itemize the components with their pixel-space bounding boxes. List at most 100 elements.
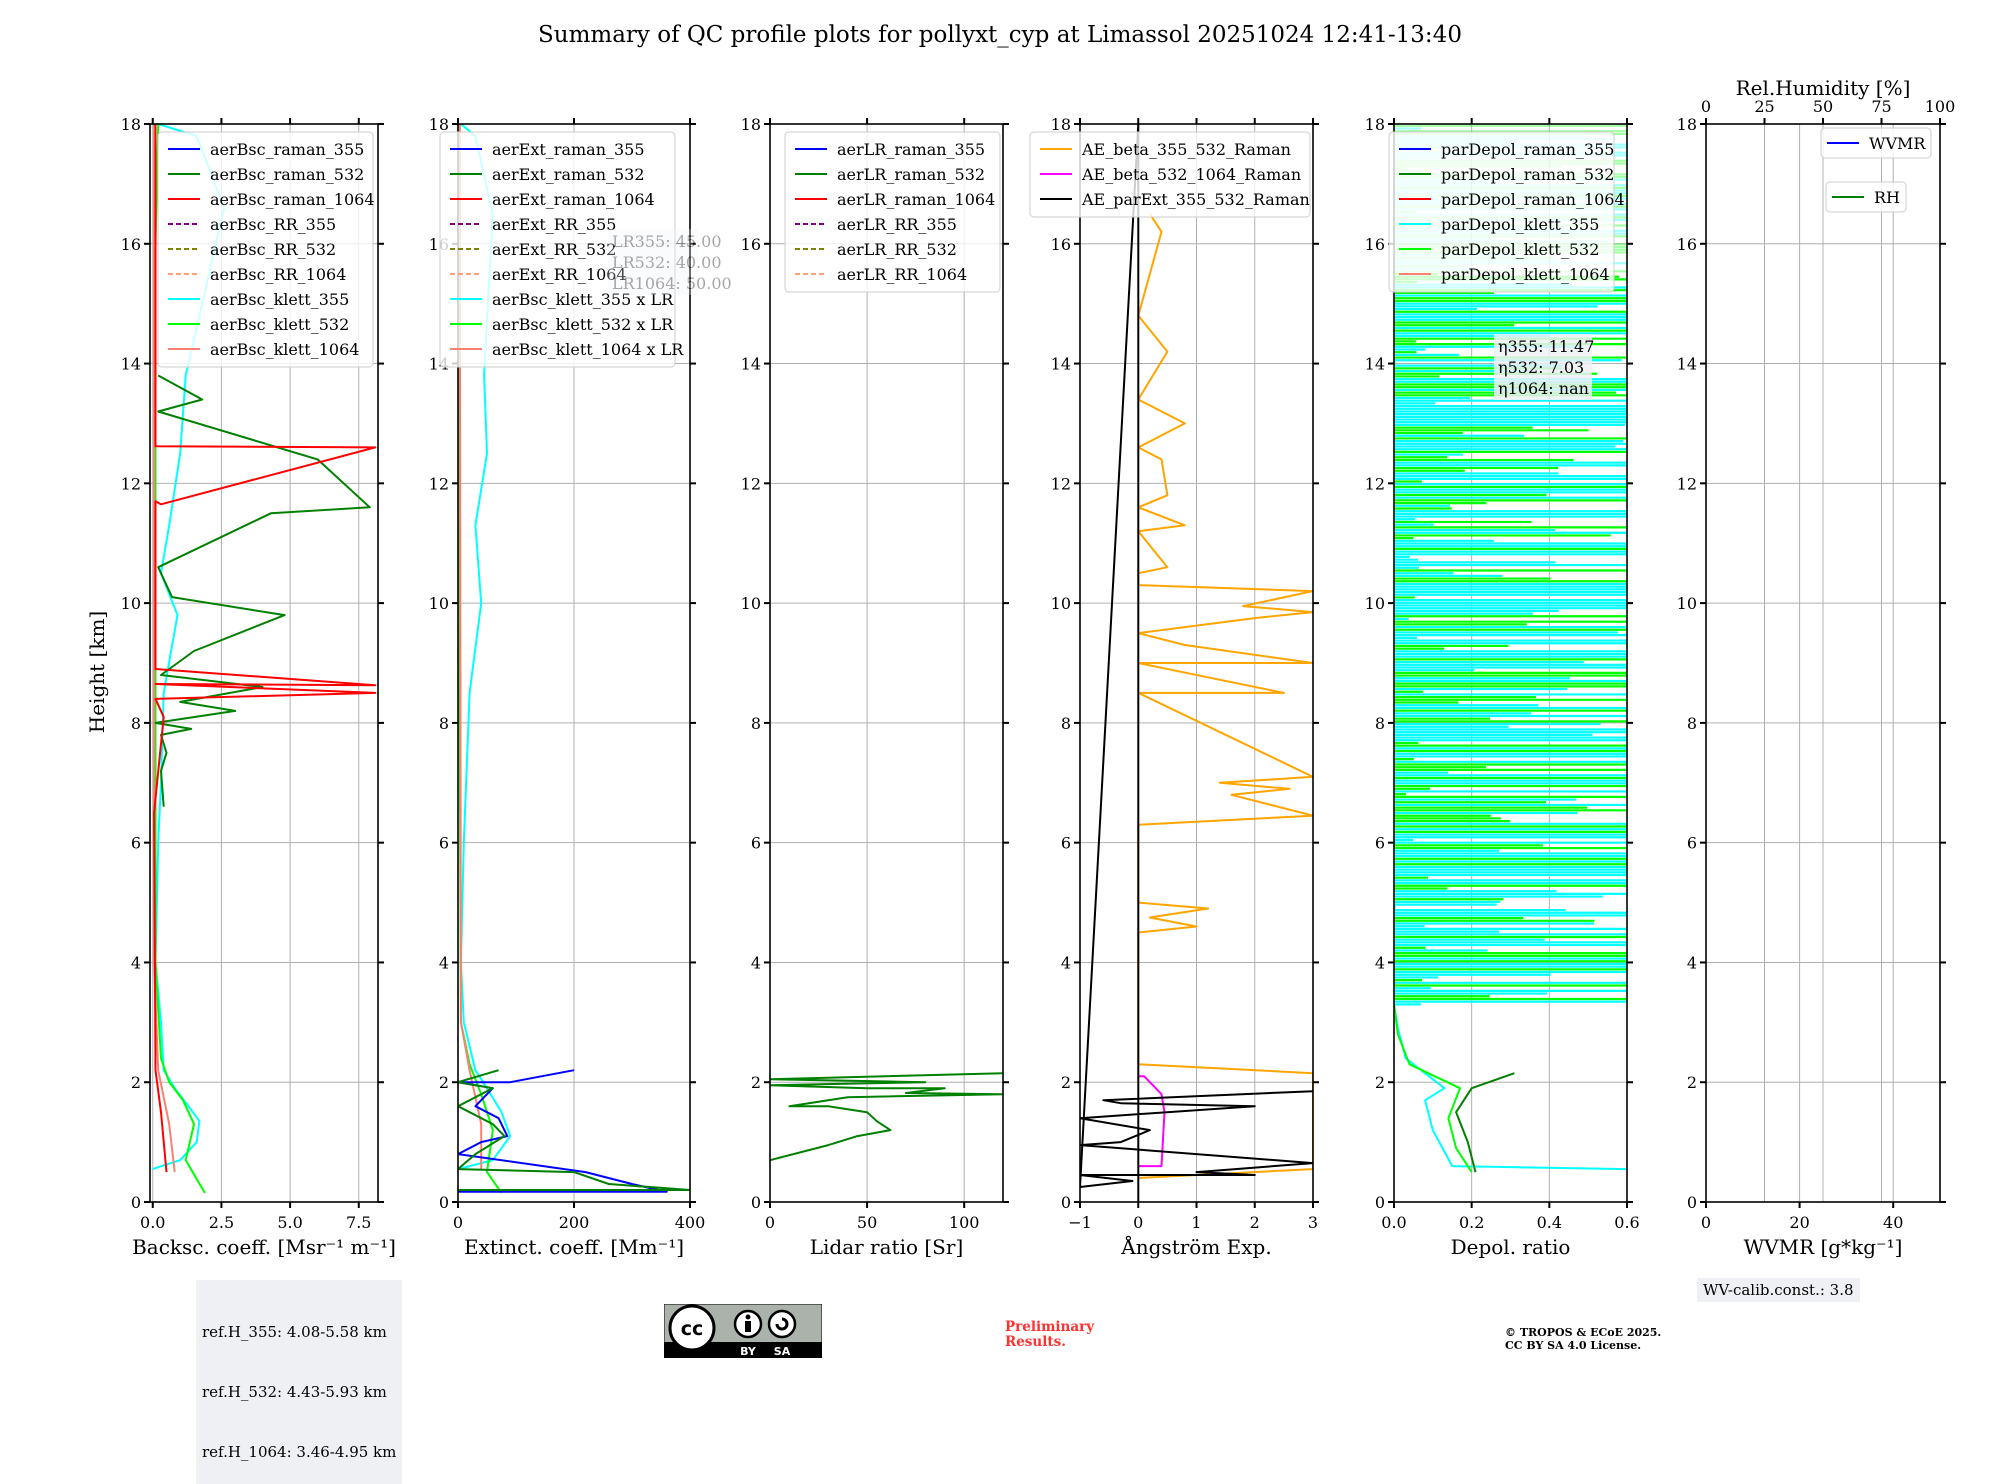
legend-WVMR: WVMR	[1820, 127, 1932, 159]
x-axis-label: Extinct. coeff. [Mm⁻¹]	[464, 1235, 684, 1259]
x-tick-label: 0.0	[140, 1213, 165, 1232]
annotation-box: η355: 11.47 η532: 7.03 η1064: nan	[1494, 334, 1594, 400]
y-tick-label: 4	[131, 953, 141, 972]
y-tick-label: 16	[1365, 235, 1385, 254]
plot-area	[152, 124, 377, 1194]
y-tick-label: 14	[121, 355, 141, 374]
series-parDepol_klett_532	[1394, 1004, 1473, 1173]
legend-label: aerLR_raman_1064	[837, 190, 995, 209]
x-tick-label-top: 50	[1813, 97, 1833, 116]
axes-frame	[769, 123, 1004, 1203]
y-tick-label: 10	[1365, 594, 1385, 613]
y-tick-label: 2	[1687, 1073, 1697, 1092]
x-tick-label: 5.0	[277, 1213, 302, 1232]
series-aerBsc_klett_1064 x LR	[458, 124, 483, 1170]
y-tick-label: 16	[121, 235, 141, 254]
legend-label: aerLR_RR_532	[837, 240, 957, 259]
y-tick-label: 6	[751, 834, 761, 853]
preliminary-line-1: Preliminary	[1005, 1319, 1095, 1335]
panel-bsc: 0 2 4 6 8 10 12 14 16 18 0.0 2.5 5.0 7.5 Backsc. coeff…	[121, 115, 396, 1259]
x-tick-label-top: 100	[1925, 97, 1956, 116]
y-tick-label: 4	[1687, 953, 1697, 972]
y-tick-label: 0	[1375, 1193, 1385, 1212]
series-aerLR_raman_532	[770, 1072, 1003, 1162]
y-tick-label: 8	[751, 714, 761, 733]
annotation-bg	[1494, 334, 1592, 400]
legend-label: parDepol_klett_1064	[1441, 265, 1610, 284]
legend-box	[1825, 181, 1907, 213]
annotation-bg	[608, 229, 698, 295]
legend-label: aerExt_RR_355	[492, 215, 616, 234]
y-tick-label: 6	[1687, 834, 1697, 853]
legend-label: aerExt_RR_1064	[492, 265, 627, 284]
cc-by-sa-icon: cc BY SA	[664, 1304, 822, 1358]
y-tick-label: 4	[1375, 953, 1385, 972]
ref-height-532: ref.H_532: 4.43-5.93 km	[202, 1383, 387, 1401]
x-tick-label: 0	[1133, 1213, 1143, 1232]
x-tick-label: 50	[857, 1213, 877, 1232]
x-axis-label: Depol. ratio	[1451, 1235, 1571, 1259]
y-tick-label: 18	[1677, 115, 1697, 134]
legend-label: aerExt_raman_532	[492, 165, 645, 184]
x-axis-label: WVMR [g*kg⁻¹]	[1744, 1235, 1903, 1259]
x-tick-label: 0.4	[1537, 1213, 1562, 1232]
y-tick-label: 8	[131, 714, 141, 733]
y-tick-label: 12	[1051, 474, 1071, 493]
y-tick-label: 6	[131, 834, 141, 853]
y-tick-label: 2	[1061, 1073, 1071, 1092]
x-tick-label: 400	[675, 1213, 706, 1232]
x-axis-label: Backsc. coeff. [Msr⁻¹ m⁻¹]	[132, 1235, 396, 1259]
legend-label: parDepol_raman_532	[1441, 165, 1614, 184]
copyright-note: © TROPOS & ECoE 2025. CC BY SA 4.0 Licen…	[1505, 1326, 1661, 1352]
y-tick-label: 18	[1051, 115, 1071, 134]
series-aerExt_raman_532	[458, 1069, 690, 1191]
series-AE_parExt_355_532_Raman	[1080, 124, 1313, 1202]
y-tick-label: 12	[429, 474, 449, 493]
legend: aerLR_raman_355 aerLR_raman_532 aerLR_rama…	[784, 131, 1001, 293]
y-tick-label: 14	[1677, 355, 1697, 374]
x-axis-label: Lidar ratio [Sr]	[810, 1235, 964, 1259]
x-tick-label: 3	[1308, 1213, 1318, 1232]
series-aerBsc_klett_355	[152, 124, 226, 1171]
y-tick-label: 18	[741, 115, 761, 134]
series-parDepol_raman_532	[1455, 1072, 1515, 1173]
legend-box	[1029, 131, 1311, 218]
wv-calib-box: WV-calib.const.: 3.8	[1697, 1278, 1860, 1302]
legend-box	[1820, 127, 1932, 159]
y-tick-label: 10	[1677, 594, 1697, 613]
y-tick-label: 4	[1061, 953, 1071, 972]
y-tick-label: 4	[439, 953, 449, 972]
legend-label: aerBsc_klett_1064	[210, 340, 359, 359]
y-tick-label: 12	[1365, 474, 1385, 493]
svg-text:cc: cc	[681, 1318, 704, 1340]
ref-height-1064: ref.H_1064: 3.46-4.95 km	[202, 1443, 397, 1461]
legend-label: aerBsc_RR_355	[210, 215, 336, 234]
legend-label: aerBsc_klett_532 x LR	[492, 315, 674, 334]
x-tick-label: 7.5	[346, 1213, 371, 1232]
annotation-line: LR1064: 50.00	[612, 274, 732, 293]
legend-label: aerExt_raman_1064	[492, 190, 655, 209]
series-aerBsc_raman_1064	[153, 124, 377, 1173]
x-tick-label-top: 75	[1871, 97, 1891, 116]
y-tick-label: 18	[121, 115, 141, 134]
x-tick-label: 0.6	[1614, 1213, 1639, 1232]
legend-label: aerBsc_raman_1064	[210, 190, 375, 209]
y-tick-label: 0	[131, 1193, 141, 1212]
x-tick-label: 100	[949, 1213, 980, 1232]
x-tick-label: 0	[453, 1213, 463, 1232]
figure-title: Summary of QC profile plots for pollyxt_…	[538, 22, 1462, 48]
legend: parDepol_raman_355 parDepol_raman_532 parD…	[1388, 131, 1625, 293]
y-tick-label: 12	[121, 474, 141, 493]
y-tick-label: 10	[1051, 594, 1071, 613]
legend-label: aerBsc_klett_355	[210, 290, 349, 309]
y-tick-label: 0	[751, 1193, 761, 1212]
y-tick-label: 16	[1051, 235, 1071, 254]
x-tick-label-top: 0	[1701, 97, 1711, 116]
legend-box	[157, 131, 374, 368]
legend-label: aerBsc_raman_532	[210, 165, 364, 184]
legend-label: parDepol_raman_355	[1441, 140, 1614, 159]
y-tick-label: 16	[741, 235, 761, 254]
y-tick-label: 12	[741, 474, 761, 493]
